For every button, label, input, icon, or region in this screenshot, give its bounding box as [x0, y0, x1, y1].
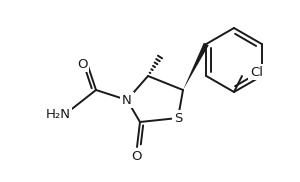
Polygon shape [183, 43, 209, 90]
Text: O: O [77, 58, 87, 70]
Text: Cl: Cl [250, 66, 263, 78]
Text: S: S [174, 112, 182, 124]
Text: N: N [122, 94, 132, 106]
Text: H₂N: H₂N [46, 108, 70, 120]
Text: O: O [132, 149, 142, 163]
